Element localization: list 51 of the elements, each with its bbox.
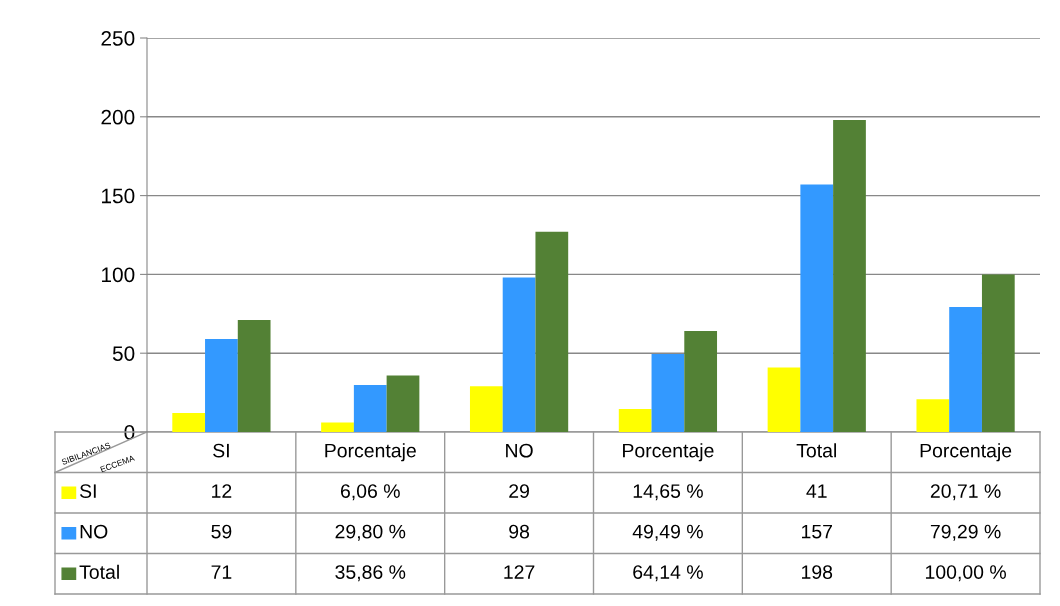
data-label: 100,00 % — [925, 565, 1006, 582]
data-label: 29 — [509, 484, 529, 498]
x-tick-label: SI — [213, 443, 229, 458]
data-label: 41 — [806, 484, 827, 498]
x-tick-label: Porcentaje — [920, 443, 1012, 462]
bar — [800, 184, 834, 432]
bar — [172, 413, 206, 432]
bar — [767, 367, 801, 432]
data-label: 29,80 % — [335, 524, 406, 541]
bar — [353, 385, 387, 432]
data-label: 71 — [211, 565, 232, 579]
y-tick-label: 0 — [124, 425, 135, 440]
bar — [535, 231, 569, 432]
bar — [833, 119, 866, 432]
bar — [651, 354, 685, 432]
y-tick-label: 50 — [112, 346, 135, 361]
bar — [916, 399, 950, 432]
bar — [618, 408, 652, 432]
data-label: 14,65 % — [633, 484, 703, 501]
bar — [981, 274, 1015, 432]
bar — [502, 277, 536, 432]
data-label: 20,71 % — [930, 484, 1001, 501]
bar — [386, 375, 420, 432]
data-label: 79,29 % — [930, 524, 1001, 541]
bar — [237, 320, 271, 432]
y-tick-label: 250 — [101, 31, 135, 46]
x-tick-label: NO — [506, 443, 533, 458]
data-label: 127 — [504, 565, 535, 579]
data-label: 198 — [802, 565, 833, 579]
data-label: 98 — [509, 524, 530, 539]
data-label: 6,06 % — [340, 484, 400, 501]
x-tick-label: Porcentaje — [623, 443, 714, 462]
bar — [321, 422, 354, 432]
bar — [684, 330, 718, 432]
legend-label: Total — [79, 564, 119, 579]
bar — [949, 307, 982, 432]
bar — [469, 386, 503, 432]
data-label: 64,14 % — [633, 565, 703, 582]
data-label: 59 — [211, 524, 232, 539]
x-tick-label: Porcentaje — [325, 443, 416, 462]
data-label: 49,49 % — [632, 524, 703, 541]
data-label: 157 — [802, 524, 832, 539]
bar — [205, 339, 238, 432]
x-tick-label: Total — [796, 443, 836, 458]
y-tick-label: 150 — [102, 188, 135, 204]
data-label: 12 — [212, 484, 232, 498]
y-tick-label: 200 — [101, 109, 135, 125]
y-tick-label: 100 — [102, 267, 135, 283]
legend-label: NO — [80, 524, 108, 539]
legend-label: SI — [80, 484, 96, 498]
data-label: 35,86 % — [335, 565, 406, 582]
